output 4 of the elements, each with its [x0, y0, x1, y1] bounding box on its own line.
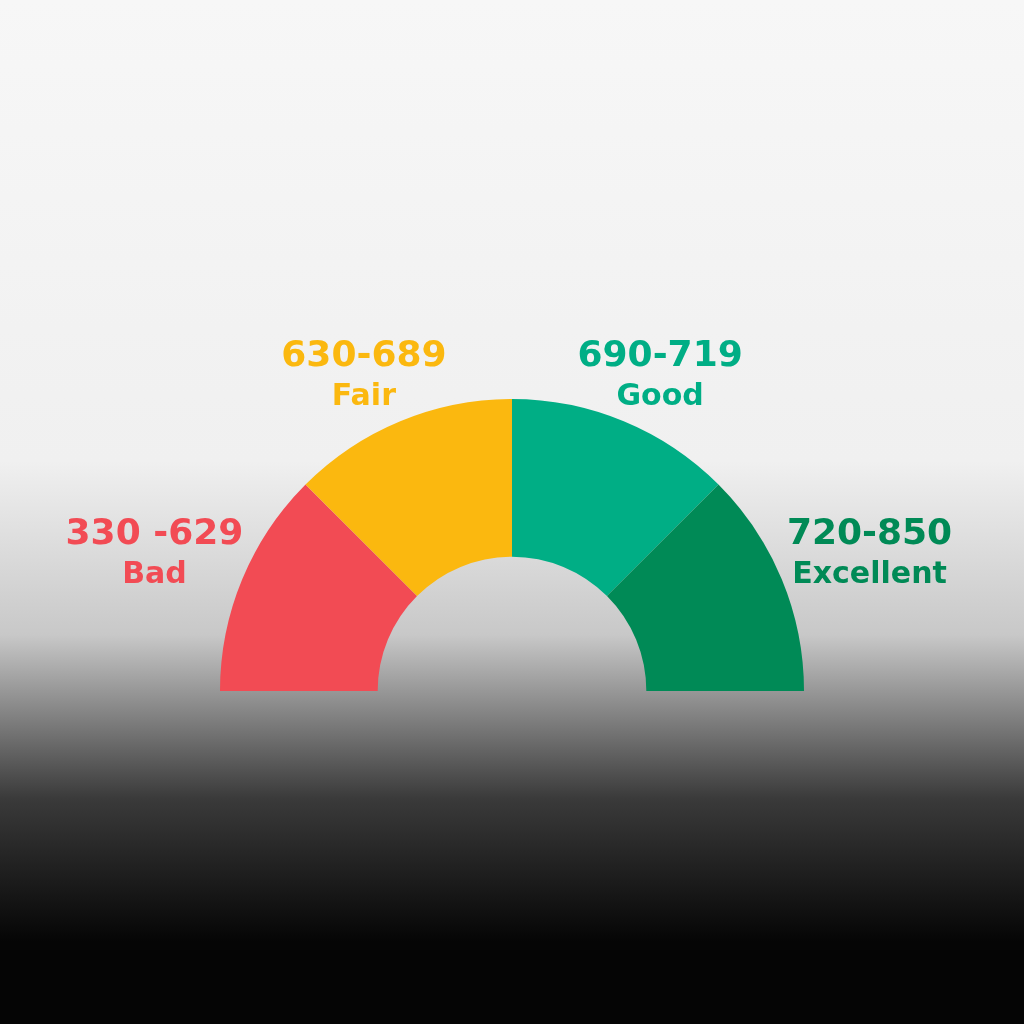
slice-label: 690-719 Good — [577, 333, 743, 412]
slice-label: 630-689 Fair — [281, 333, 447, 412]
slice-label: 720-850 Excellent — [786, 511, 953, 590]
slice-label: 330 -629 Bad — [65, 511, 244, 590]
